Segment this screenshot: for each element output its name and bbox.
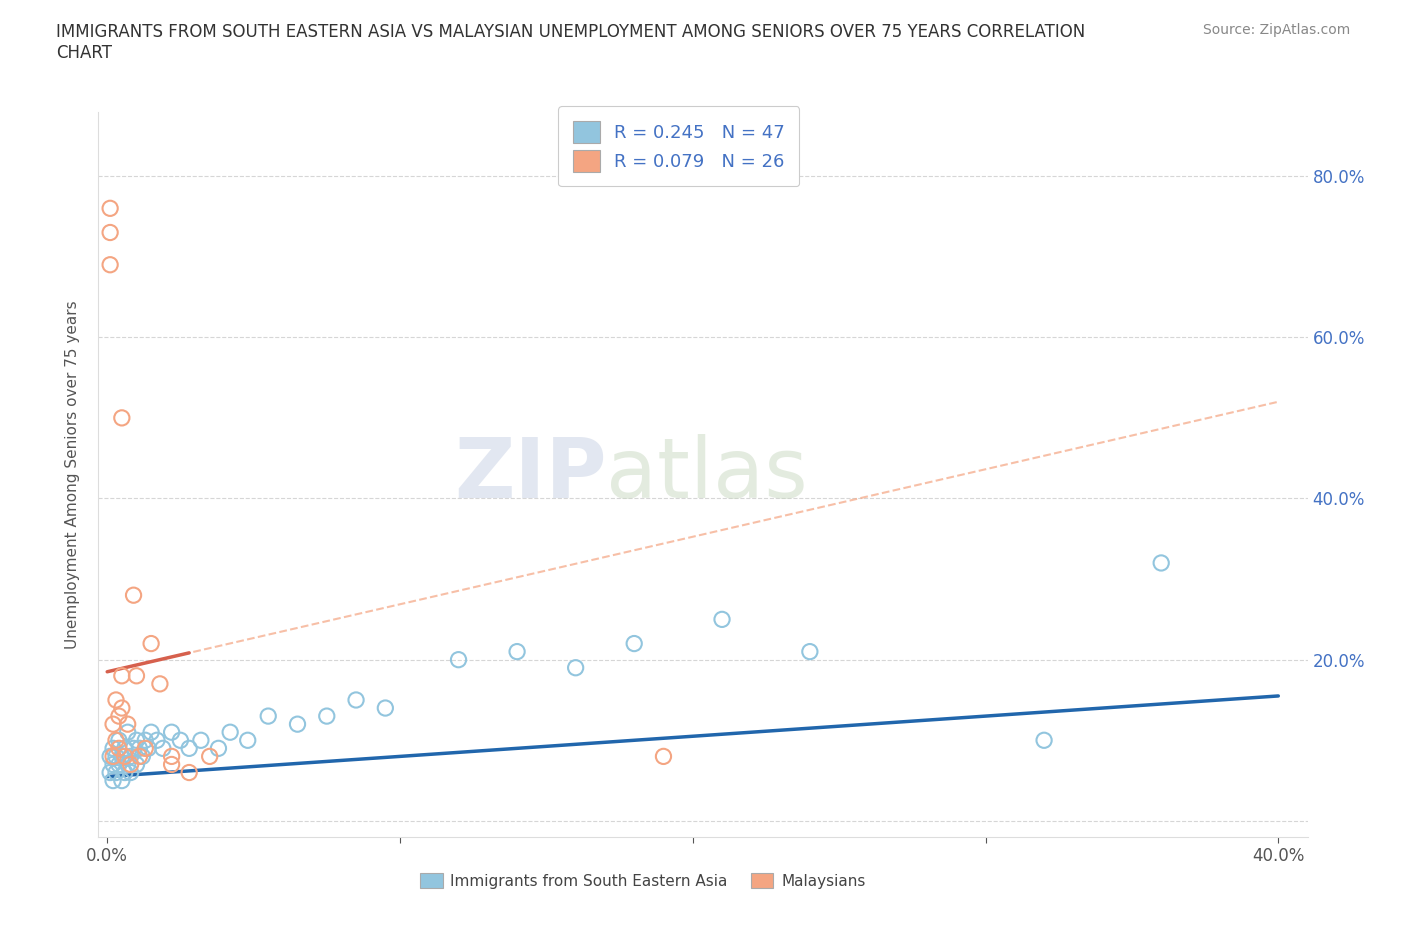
Point	[120, 749, 142, 764]
Point	[564, 660, 586, 675]
Point	[111, 410, 134, 425]
Point	[125, 669, 148, 684]
Point	[128, 749, 150, 764]
Point	[114, 749, 136, 764]
Point	[219, 724, 242, 739]
Point	[101, 749, 124, 764]
Y-axis label: Unemployment Among Seniors over 75 years: Unemployment Among Seniors over 75 years	[65, 300, 80, 648]
Point	[160, 724, 183, 739]
Text: atlas: atlas	[606, 433, 808, 515]
Point	[101, 741, 124, 756]
Point	[104, 693, 127, 708]
Point	[1033, 733, 1056, 748]
Point	[120, 765, 142, 780]
Point	[108, 709, 131, 724]
Point	[374, 700, 396, 715]
Point	[104, 733, 127, 748]
Point	[799, 644, 821, 659]
Point	[149, 676, 172, 691]
Point	[108, 741, 131, 756]
Text: Source: ZipAtlas.com: Source: ZipAtlas.com	[1202, 23, 1350, 37]
Point	[117, 757, 139, 772]
Point	[198, 749, 221, 764]
Point	[101, 717, 124, 732]
Point	[207, 741, 229, 756]
Point	[101, 773, 124, 788]
Point	[136, 741, 159, 756]
Point	[111, 700, 134, 715]
Point	[344, 693, 367, 708]
Point	[108, 733, 131, 748]
Point	[111, 773, 134, 788]
Point	[1150, 555, 1173, 570]
Point	[160, 757, 183, 772]
Point	[623, 636, 645, 651]
Text: IMMIGRANTS FROM SOUTH EASTERN ASIA VS MALAYSIAN UNEMPLOYMENT AMONG SENIORS OVER : IMMIGRANTS FROM SOUTH EASTERN ASIA VS MA…	[56, 23, 1085, 62]
Point	[160, 749, 183, 764]
Point	[101, 757, 124, 772]
Point	[236, 733, 259, 748]
Point	[120, 757, 142, 772]
Point	[98, 765, 121, 780]
Point	[104, 765, 127, 780]
Point	[108, 757, 131, 772]
Point	[190, 733, 212, 748]
Point	[117, 724, 139, 739]
Point	[111, 749, 134, 764]
Point	[111, 669, 134, 684]
Point	[125, 733, 148, 748]
Point	[98, 749, 121, 764]
Point	[169, 733, 191, 748]
Point	[506, 644, 529, 659]
Legend: Immigrants from South Eastern Asia, Malaysians: Immigrants from South Eastern Asia, Mala…	[413, 867, 872, 895]
Point	[447, 652, 470, 667]
Point	[711, 612, 734, 627]
Point	[122, 588, 145, 603]
Point	[128, 741, 150, 756]
Point	[98, 201, 121, 216]
Point	[134, 733, 156, 748]
Point	[139, 636, 162, 651]
Point	[134, 741, 156, 756]
Point	[114, 741, 136, 756]
Point	[315, 709, 337, 724]
Point	[104, 749, 127, 764]
Point	[98, 225, 121, 240]
Point	[131, 749, 153, 764]
Point	[179, 741, 201, 756]
Point	[257, 709, 280, 724]
Point	[287, 717, 309, 732]
Point	[122, 741, 145, 756]
Point	[652, 749, 675, 764]
Point	[179, 765, 201, 780]
Point	[114, 765, 136, 780]
Point	[146, 733, 169, 748]
Point	[139, 724, 162, 739]
Point	[125, 757, 148, 772]
Point	[98, 258, 121, 272]
Text: ZIP: ZIP	[454, 433, 606, 515]
Point	[152, 741, 174, 756]
Point	[117, 717, 139, 732]
